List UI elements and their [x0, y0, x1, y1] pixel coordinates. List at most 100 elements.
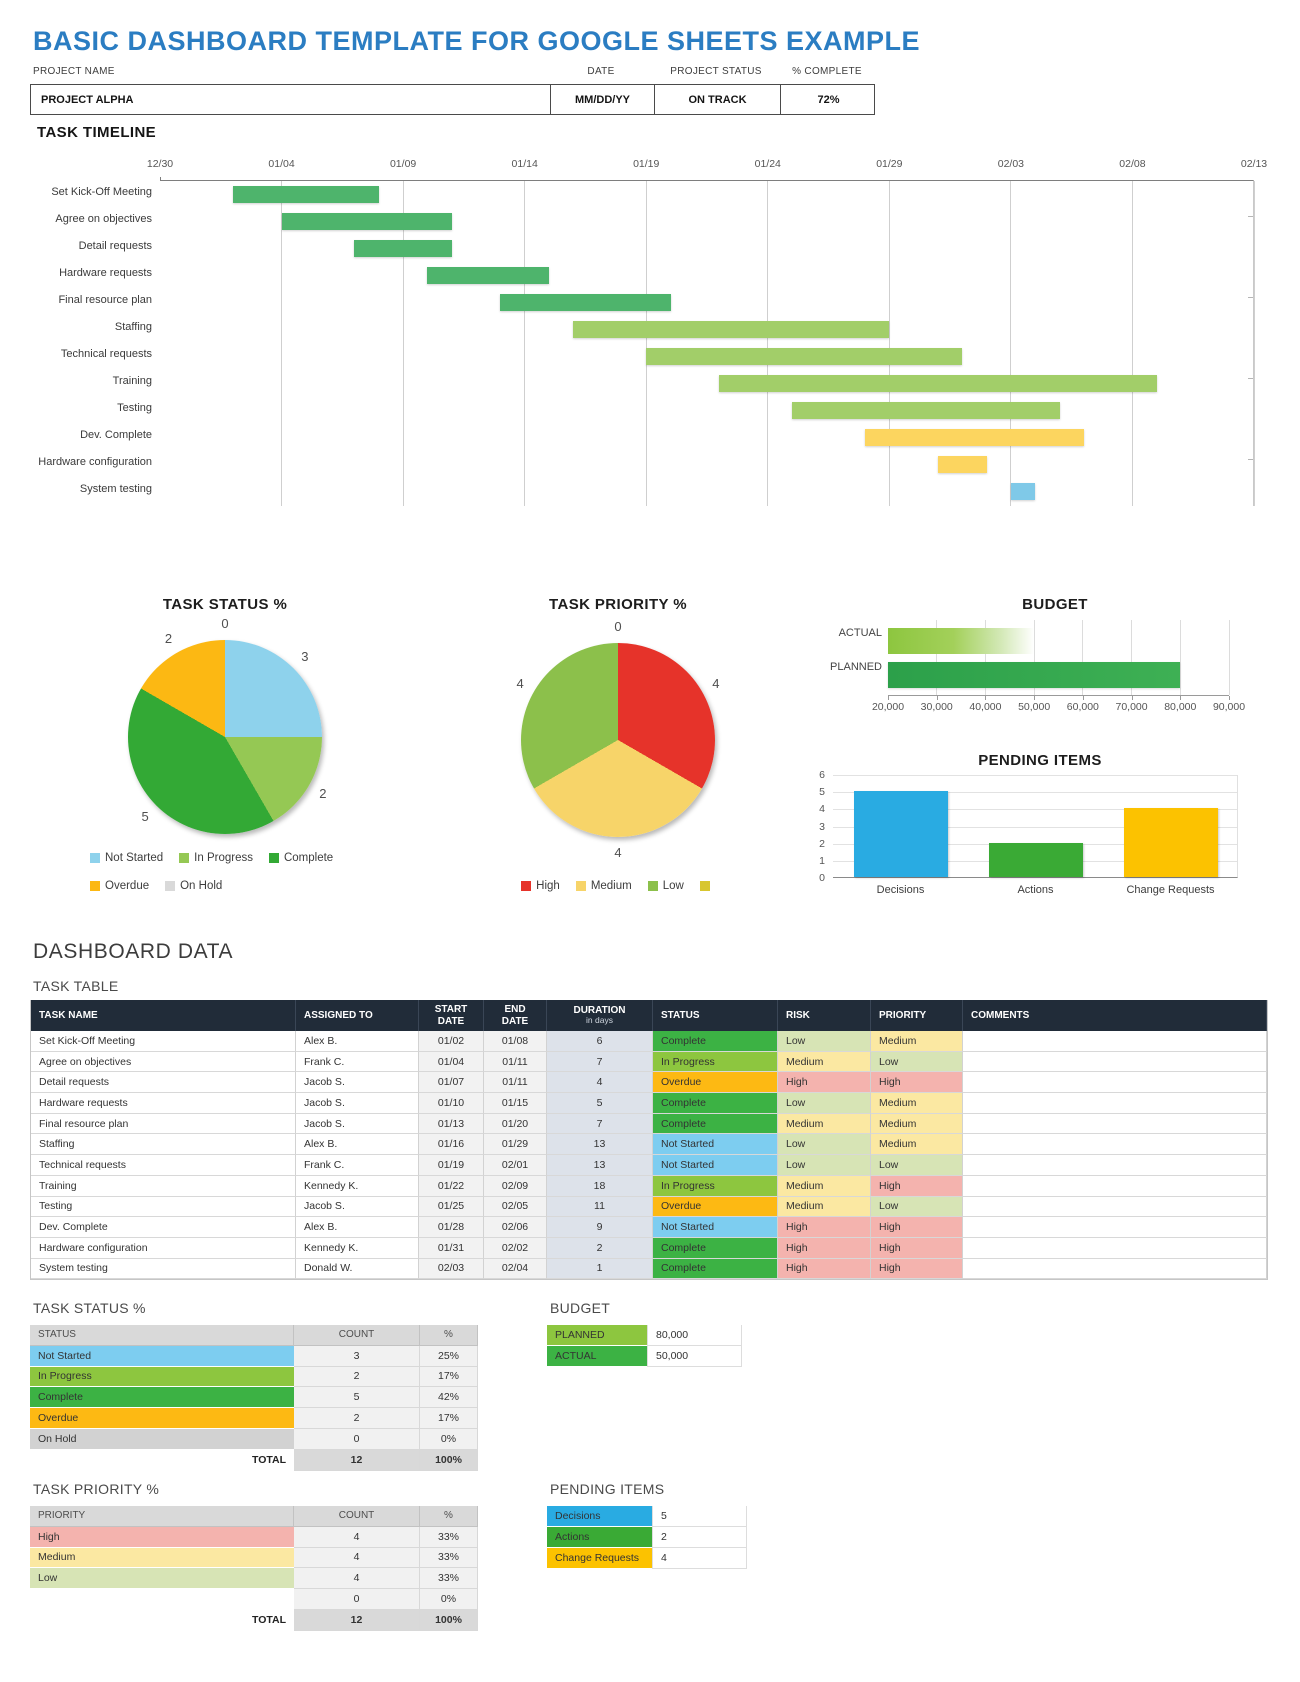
gantt-gridline: [402, 181, 404, 506]
legend-swatch-medium: [575, 881, 586, 891]
task-table-cell-risk: Medium: [778, 1196, 871, 1218]
project-status-label: PROJECT STATUS: [670, 66, 762, 77]
legend-item-not-started: Not Started: [90, 852, 163, 864]
budget-gridline: [1228, 620, 1230, 695]
task-table-cell-end-date: 02/06: [484, 1217, 547, 1238]
summary-header-count: COUNT: [294, 1325, 420, 1346]
task-table-cell-end-date: 01/08: [484, 1031, 547, 1052]
budget-gridline: [1033, 620, 1035, 695]
task-table-cell-task-name: Agree on objectives: [31, 1051, 296, 1073]
pending-gridline: [833, 826, 1237, 828]
task-table-cell-start-date: 01/28: [419, 1217, 484, 1238]
legend-item-low: Low: [647, 880, 684, 892]
pending-gridline: [833, 775, 1237, 776]
summary-label-on-hold: On Hold: [30, 1428, 294, 1450]
task-table-cell-status: Overdue: [653, 1196, 778, 1218]
task-table-cell-start-date: 01/13: [419, 1113, 484, 1135]
summary-count: 0: [294, 1589, 420, 1610]
task-table-cell-assigned-to: Kennedy K.: [296, 1175, 419, 1197]
pending-bar-decisions: [853, 791, 948, 877]
task-table-cell-duration: 1: [547, 1258, 653, 1280]
summary-count: 4: [294, 1547, 420, 1569]
task-status-pie-chart: [128, 640, 322, 834]
task-table-cell-end-date: 02/04: [484, 1258, 547, 1280]
pending-y-tick-label: 3: [819, 820, 825, 833]
gantt-axis-tick-label: 02/03: [997, 158, 1025, 170]
gantt-gridline: [1131, 181, 1133, 506]
summary-label-complete: Complete: [30, 1387, 294, 1409]
budget-axis-tick: [1082, 696, 1084, 700]
legend-swatch-complete: [268, 853, 279, 863]
summary-header-count: COUNT: [294, 1506, 420, 1527]
task-table-cell-start-date: 01/10: [419, 1093, 484, 1114]
budget-axis-tick-label: 30,000: [920, 701, 953, 713]
pending-x-label-actions: Actions: [1017, 884, 1054, 896]
task-table-cell-status: Complete: [653, 1031, 778, 1052]
budget-axis-tick: [1131, 696, 1133, 700]
task-table-cell-risk: Medium: [778, 1175, 871, 1197]
gantt-task-label: Set Kick-Off Meeting: [51, 186, 152, 198]
budget-category-label-actual: ACTUAL: [838, 627, 882, 639]
gantt-axis-tick-label: 12/30: [146, 158, 174, 170]
summary-total-percent: 100%: [420, 1449, 478, 1471]
task-table-cell-status: Complete: [653, 1237, 778, 1259]
task-priority-table: PRIORITY COUNT% High 4 33% Medium 4 33% Low 4 33% 0…: [30, 1506, 478, 1631]
gantt-axis-tick-label: 01/19: [633, 158, 660, 170]
task-table-cell-task-name: Set Kick-Off Meeting: [31, 1031, 296, 1052]
budget-gridline: [1082, 620, 1084, 695]
gantt-axis-tick-label: 01/29: [876, 158, 903, 170]
summary-label-not-started: Not Started: [30, 1345, 294, 1367]
task-table-cell-risk: High: [778, 1217, 871, 1238]
summary-total-percent: 100%: [420, 1609, 478, 1631]
duration-header-note: in days: [586, 1015, 613, 1026]
gantt-gridline: [888, 181, 890, 506]
summary-count: 0: [294, 1428, 420, 1450]
pending-bar-change-requests: [1123, 808, 1218, 877]
pie-slice-value: 2: [164, 631, 173, 647]
gantt-task-label: System testing: [79, 483, 152, 495]
task-table-cell-assigned-to: Jacob S.: [296, 1072, 419, 1094]
task-table-cell-duration: 7: [547, 1051, 653, 1073]
task-priority-pie-chart: [521, 643, 715, 837]
task-table-cell-assigned-to: Jacob S.: [296, 1113, 419, 1135]
task-table-cell-comments: [963, 1134, 1267, 1156]
summary-label-low: Low: [30, 1568, 294, 1590]
task-table-cell-end-date: 02/01: [484, 1155, 547, 1176]
gantt-task-label: Testing: [117, 402, 152, 414]
task-table-header-status: STATUS: [653, 1000, 778, 1031]
task-table-cell-priority: High: [871, 1258, 963, 1280]
gantt-bar: [792, 402, 1060, 419]
legend-item-in-progress: In Progress: [179, 852, 253, 864]
budget-axis-tick-label: 80,000: [1164, 701, 1197, 713]
task-table-cell-risk: High: [778, 1237, 871, 1259]
legend-label: Low: [662, 880, 684, 892]
pending-gridline: [833, 792, 1237, 794]
legend-label: In Progress: [194, 852, 253, 864]
pending-y-tick-label: 1: [819, 854, 825, 867]
gantt-bar: [232, 186, 379, 203]
simple-label-planned: PLANNED: [547, 1325, 647, 1346]
task-table-cell-risk: High: [778, 1072, 871, 1094]
date-value: MM/DD/YY: [550, 85, 654, 114]
task-table-cell-task-name: System testing: [31, 1258, 296, 1280]
task-table: TASK NAME ASSIGNED TO START DATE END DATE DU…: [30, 1000, 1268, 1281]
gantt-axis-tick: [160, 177, 161, 181]
task-table-cell-comments: [963, 1175, 1267, 1197]
task-table-cell-start-date: 01/04: [419, 1051, 484, 1073]
task-table-cell-comments: [963, 1237, 1267, 1259]
gantt-bar: [354, 240, 452, 257]
project-info-row: PROJECT ALPHA MM/DD/YY ON TRACK 72%: [30, 84, 875, 115]
task-table-cell-duration: 2: [547, 1237, 653, 1259]
gantt-bar: [500, 294, 671, 311]
task-status-legend-row-2: Overdue On Hold: [90, 880, 222, 892]
legend-swatch-high: [521, 881, 532, 891]
gantt-task-label: Detail requests: [78, 240, 152, 252]
summary-count: 2: [294, 1408, 420, 1429]
gantt-right-tick: [1248, 216, 1253, 217]
pending-y-tick-label: 0: [819, 872, 825, 884]
pending-items-column-chart: [833, 775, 1238, 878]
task-priority-legend: High Medium Low: [463, 880, 773, 892]
summary-count: 3: [294, 1345, 420, 1367]
budget-axis-tick: [985, 696, 987, 700]
